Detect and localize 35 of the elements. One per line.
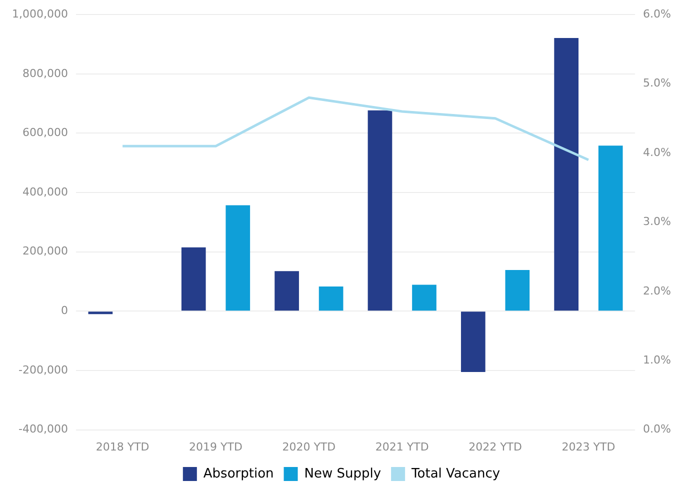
y2-tick-label: 0.0% (643, 422, 672, 436)
bar (598, 146, 623, 311)
y-tick-label: 600,000 (22, 126, 68, 140)
y-tick-label: 1,000,000 (12, 7, 68, 20)
y2-tick-label: 4.0% (643, 146, 672, 159)
y-tick-label: -400,000 (18, 422, 68, 436)
legend-label: Absorption (203, 466, 274, 482)
bar (554, 38, 579, 311)
bar (368, 110, 392, 311)
bar (412, 284, 436, 311)
bar (318, 286, 344, 311)
y2-tick-label: 3.0% (643, 215, 672, 228)
x-tick-label: 2019 YTD (189, 440, 242, 454)
bar (181, 247, 206, 311)
y-tick-label: 200,000 (22, 244, 68, 258)
x-tick-label: 2020 YTD (282, 440, 336, 454)
y2-tick-label: 5.0% (643, 76, 672, 90)
bar (505, 270, 530, 311)
y-tick-label: 400,000 (22, 185, 68, 198)
x-tick-label: 2022 YTD (468, 440, 522, 454)
y2-tick-label: 2.0% (643, 284, 672, 298)
bar (226, 205, 250, 311)
y-tick-label: 0 (60, 304, 68, 318)
legend-label: Total Vacancy (410, 466, 500, 482)
x-tick-label: 2018 YTD (96, 440, 150, 454)
y2-tick-label: 6.0% (643, 7, 672, 20)
y-tick-label: 800,000 (22, 66, 68, 80)
x-tick-label: 2023 YTD (562, 440, 616, 454)
bar (460, 312, 486, 372)
y-tick-label: -200,000 (18, 363, 68, 376)
y2-tick-label: 1.0% (643, 353, 672, 366)
bar (88, 312, 113, 314)
bar (274, 271, 299, 311)
legend-label: New Supply (304, 466, 382, 482)
x-tick-label: 2021 YTD (375, 440, 429, 454)
